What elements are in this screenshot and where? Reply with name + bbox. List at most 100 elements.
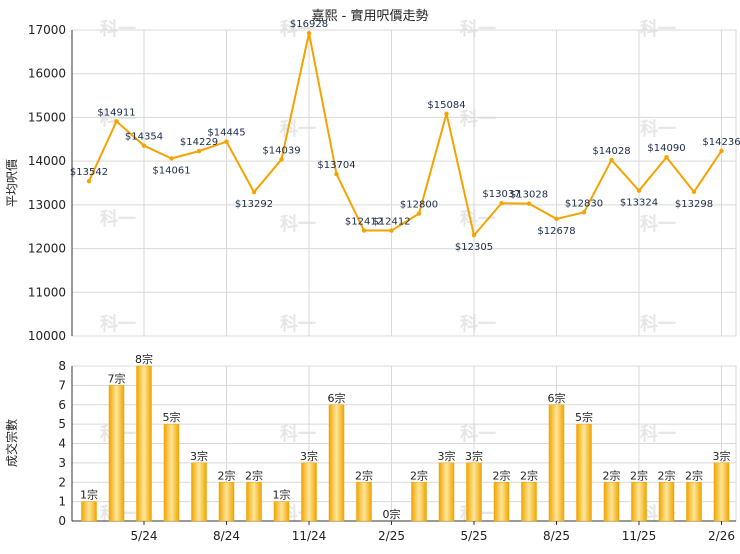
watermark-text: 科一 [280, 18, 316, 40]
volume-data-label: 6宗 [548, 391, 566, 405]
volume-data-label: 6宗 [328, 391, 346, 405]
watermark-text: 科一 [100, 108, 136, 130]
volume-data-label: 5宗 [575, 410, 593, 424]
volume-bar[interactable] [81, 501, 97, 522]
volume-bar[interactable] [328, 404, 345, 522]
volume-bar[interactable] [246, 482, 262, 522]
price-data-label: $13292 [235, 199, 273, 210]
volume-bar[interactable] [713, 462, 730, 522]
x-tick-label: 8/25 [543, 529, 570, 543]
volume-data-label: 2宗 [630, 468, 648, 482]
price-point[interactable] [114, 119, 119, 124]
price-data-label: $14229 [180, 137, 218, 148]
volume-bar[interactable] [411, 482, 427, 522]
watermark-text: 科一 [100, 208, 136, 230]
price-point[interactable] [196, 148, 202, 154]
price-point[interactable] [224, 139, 229, 144]
volume-bar[interactable] [631, 482, 647, 522]
price-data-label: $12678 [537, 226, 575, 237]
volume-bar[interactable] [218, 482, 235, 522]
volume-bar[interactable] [163, 423, 180, 522]
price-data-label: $14354 [125, 132, 163, 143]
price-point[interactable] [471, 233, 477, 238]
x-tick-label: 11/25 [622, 529, 657, 543]
price-y-tick-label: 17000 [28, 23, 66, 37]
price-data-label: $14236 [702, 137, 740, 148]
price-point[interactable] [251, 189, 257, 195]
price-plot-frame [71, 29, 737, 337]
price-data-label: $12412 [345, 217, 383, 228]
volume-bar[interactable] [273, 501, 290, 522]
price-point[interactable] [499, 201, 504, 206]
price-point[interactable] [361, 228, 367, 233]
volume-y-tick-label: 7 [58, 378, 66, 392]
volume-bar[interactable] [493, 482, 510, 522]
price-y-tick-label: 13000 [28, 198, 66, 212]
price-point[interactable] [141, 143, 147, 148]
volume-bar[interactable] [191, 462, 207, 522]
x-tick-label: 2/26 [708, 529, 735, 543]
volume-bar[interactable] [438, 462, 455, 522]
volume-axis-label: 成交宗數 [4, 419, 19, 467]
price-point[interactable] [664, 155, 669, 160]
price-data-label: $14445 [207, 128, 245, 139]
price-y-tick-label: 11000 [28, 285, 66, 299]
volume-bar[interactable] [356, 482, 372, 522]
price-point[interactable] [416, 211, 422, 216]
volume-bar[interactable] [521, 482, 537, 522]
volume-data-label: 3宗 [190, 449, 208, 463]
volume-data-label: 2宗 [245, 468, 263, 482]
price-data-label: $12305 [455, 242, 493, 253]
price-data-label: $16928 [290, 19, 328, 30]
price-data-label: $12412 [372, 217, 410, 228]
price-data-label: $13704 [317, 160, 355, 171]
volume-data-label: 2宗 [493, 468, 511, 482]
volume-bar[interactable] [686, 482, 702, 522]
price-data-label: $14039 [262, 145, 300, 156]
price-point[interactable] [719, 148, 724, 154]
volume-bar[interactable] [136, 365, 152, 522]
x-tick-label: 11/24 [292, 529, 327, 543]
price-point[interactable] [636, 188, 642, 193]
price-data-label: $14028 [592, 146, 630, 157]
volume-data-label: 2宗 [603, 468, 621, 482]
volume-data-label: 1宗 [80, 488, 98, 502]
watermark-text: 科一 [460, 18, 496, 40]
price-line-series [88, 32, 723, 237]
volume-bar[interactable] [658, 482, 675, 522]
volume-bar[interactable] [603, 482, 620, 522]
volume-data-label: 2宗 [355, 468, 373, 482]
volume-bar[interactable] [548, 404, 565, 522]
x-tick-label: 5/24 [131, 529, 158, 543]
volume-data-label: 8宗 [135, 352, 153, 366]
price-point[interactable] [444, 111, 449, 116]
volume-data-label: 3宗 [300, 449, 318, 463]
volume-bar[interactable] [466, 462, 482, 522]
price-y-tick-label: 15000 [28, 110, 66, 124]
price-point[interactable] [334, 171, 339, 177]
volume-y-tick-label: 4 [58, 437, 66, 451]
volume-bar[interactable] [576, 423, 592, 522]
price-y-tick-label: 12000 [28, 242, 66, 256]
volume-bar[interactable] [301, 462, 317, 522]
price-point[interactable] [581, 210, 587, 215]
price-point[interactable] [389, 228, 394, 233]
price-data-label: $14911 [97, 107, 135, 118]
price-point[interactable] [306, 30, 312, 36]
price-point[interactable] [169, 156, 174, 161]
price-point[interactable] [691, 189, 697, 195]
volume-bar[interactable] [108, 385, 125, 522]
watermark-text: 科一 [640, 18, 676, 40]
watermark-text: 科一 [460, 108, 496, 130]
price-point[interactable] [554, 216, 559, 222]
price-point[interactable] [279, 157, 284, 162]
price-point[interactable] [86, 178, 92, 184]
price-point[interactable] [526, 201, 532, 206]
price-point[interactable] [609, 157, 614, 163]
price-data-label: $12800 [400, 200, 438, 211]
price-data-label: $14061 [152, 165, 190, 176]
price-axis-label: 平均呎價 [5, 159, 19, 207]
volume-y-tick-label: 8 [58, 359, 66, 373]
volume-data-label: 2宗 [685, 468, 703, 482]
